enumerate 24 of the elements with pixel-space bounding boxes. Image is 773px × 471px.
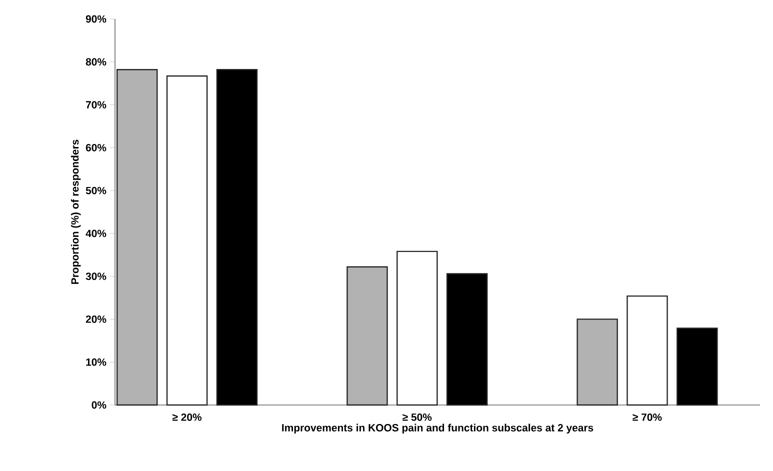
bar bbox=[626, 295, 668, 406]
bar bbox=[446, 273, 488, 406]
y-tick-label: 0% bbox=[92, 401, 106, 409]
bar bbox=[346, 266, 388, 406]
x-tick-label: ≥ 70% bbox=[632, 414, 662, 421]
y-tick-label: 90% bbox=[86, 15, 106, 23]
y-tick-label: 50% bbox=[86, 186, 106, 194]
bar bbox=[166, 75, 208, 406]
y-axis-title: Proportion (%) of responders bbox=[70, 140, 81, 284]
x-axis-title: Improvements in KOOS pain and function subscales at 2 years bbox=[282, 424, 594, 434]
y-tick-label: 80% bbox=[86, 58, 106, 66]
bar bbox=[216, 68, 258, 406]
bar bbox=[676, 328, 718, 406]
bar bbox=[396, 250, 438, 406]
y-tick-label: 40% bbox=[86, 230, 106, 238]
y-tick-label: 30% bbox=[86, 272, 106, 280]
bar bbox=[116, 68, 158, 406]
x-tick-label: ≥ 50% bbox=[402, 414, 432, 421]
x-tick-label: ≥ 20% bbox=[172, 414, 202, 421]
y-tick-label: 70% bbox=[86, 101, 106, 108]
y-tick-label: 60% bbox=[86, 144, 106, 152]
y-tick-label: 10% bbox=[86, 358, 106, 366]
y-tick-label: 20% bbox=[86, 316, 106, 323]
bar bbox=[576, 318, 618, 406]
